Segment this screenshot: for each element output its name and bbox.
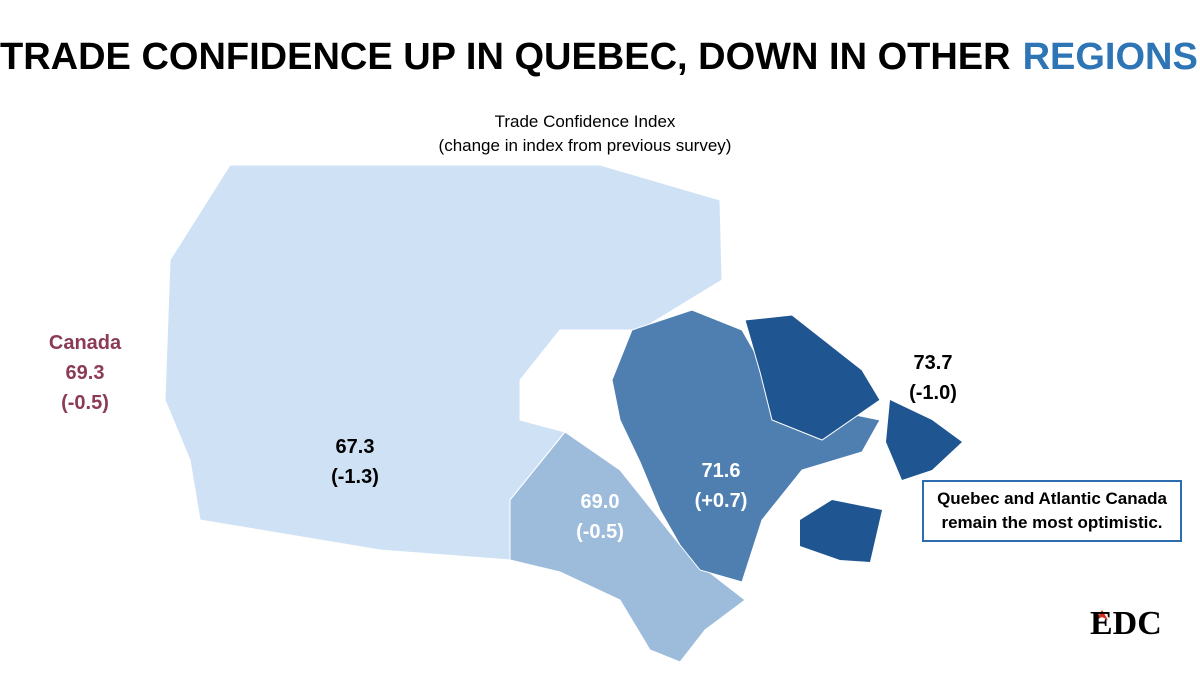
region-label: 67.3 (-1.3) xyxy=(300,432,410,492)
national-name: Canada xyxy=(48,332,122,354)
national-label: Canada 69.3 (-0.5) xyxy=(30,328,140,418)
region-label: 69.0 (-0.5) xyxy=(545,487,655,547)
region-change: (+0.7) xyxy=(694,490,748,512)
region-ontario xyxy=(509,431,746,663)
region-label: 71.6 (+0.7) xyxy=(666,456,776,516)
title: TRADE CONFIDENCE UP IN QUEBEC, DOWN IN O… xyxy=(0,36,1200,79)
subtitle: Trade Confidence Index (change in index f… xyxy=(0,110,1170,158)
region-value: 69.0 xyxy=(580,491,620,513)
title-text: TRADE CONFIDENCE UP IN QUEBEC, DOWN IN O… xyxy=(0,36,1011,78)
callout-line: remain the most optimistic. xyxy=(941,513,1163,532)
subtitle-line: (change in index from previous survey) xyxy=(438,136,732,155)
national-change: (-0.5) xyxy=(61,392,109,414)
callout-line: Quebec and Atlantic Canada xyxy=(937,489,1167,508)
region-newfoundland xyxy=(886,400,962,480)
title-end: . xyxy=(1198,36,1200,78)
region-maritimes xyxy=(800,500,882,562)
title-highlight: REGIONS xyxy=(1022,36,1198,78)
national-value: 69.3 xyxy=(65,362,105,384)
region-label: 73.7 (-1.0) xyxy=(878,348,988,408)
region-change: (-1.3) xyxy=(331,466,379,488)
region-west xyxy=(164,164,723,561)
callout: Quebec and Atlantic Canada remain the mos… xyxy=(922,480,1182,542)
logo: EDC xyxy=(1090,605,1162,642)
region-value: 71.6 xyxy=(701,460,741,482)
region-change: (-0.5) xyxy=(576,521,624,543)
region-labrador xyxy=(744,314,881,441)
logo-leaf xyxy=(1096,610,1108,620)
region-change: (-1.0) xyxy=(909,382,957,404)
subtitle-line: Trade Confidence Index xyxy=(494,112,676,131)
region-value: 67.3 xyxy=(335,436,375,458)
region-value: 73.7 xyxy=(913,352,953,374)
